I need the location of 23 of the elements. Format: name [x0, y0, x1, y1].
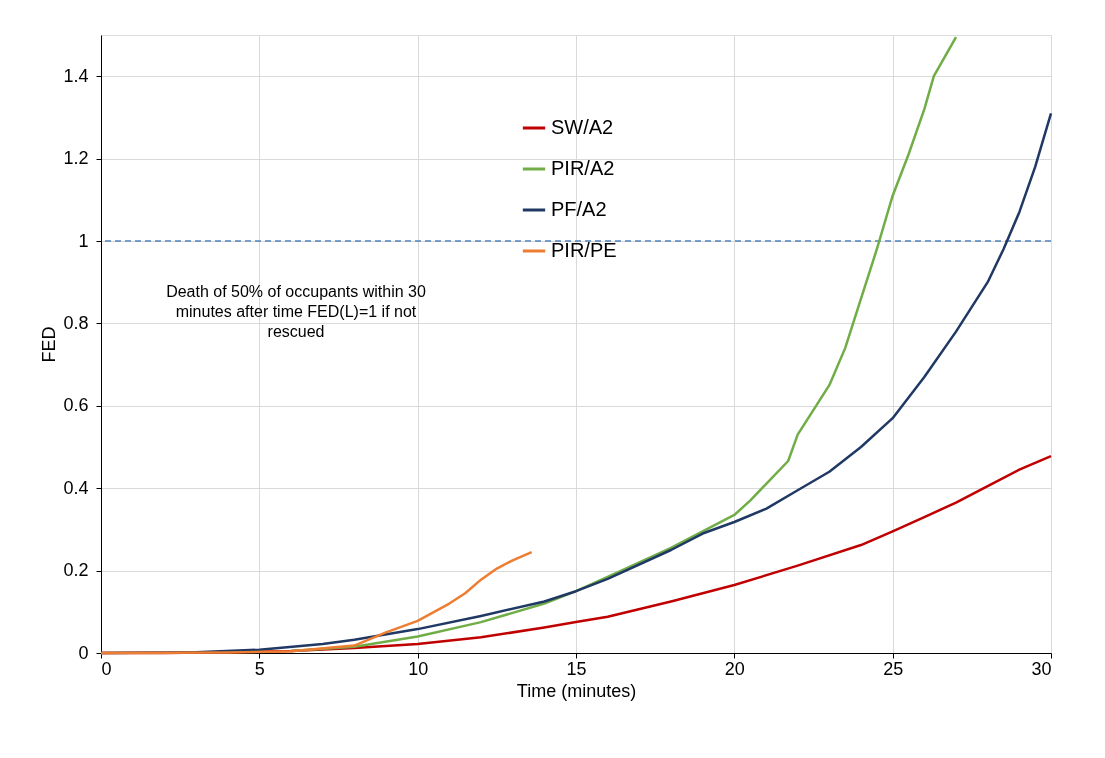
- x-tick-label: 10: [408, 658, 429, 679]
- x-tick-label: 5: [254, 658, 265, 679]
- x-axis-title: Time (minutes): [516, 680, 637, 701]
- x-tick-label: 20: [724, 658, 745, 679]
- legend-label: PF/A2: [551, 198, 607, 220]
- y-tick-label: 1: [78, 230, 89, 251]
- y-axis-title: FED: [39, 326, 60, 363]
- y-tick-label: 0.4: [63, 477, 89, 498]
- line-series: [99, 550, 533, 655]
- y-tick-label: 0.6: [63, 395, 89, 416]
- y-tick-label: 0.2: [63, 560, 89, 581]
- y-tick-label: 0: [78, 642, 89, 663]
- x-tick-label: 15: [566, 658, 587, 679]
- x-tick-label: 30: [1031, 658, 1052, 679]
- annotation: Death of 50% of occupants within 30 minutes after time FED(L)=1 if not rescued: [166, 283, 426, 340]
- y-tick-label: 1.4: [63, 65, 89, 86]
- legend-label: SW/A2: [551, 116, 614, 138]
- y-tick-label: 0.8: [63, 312, 89, 333]
- legend-label: PIR/PE: [551, 239, 617, 261]
- x-tick-label: 0: [101, 658, 112, 679]
- x-tick-label: 25: [883, 658, 904, 679]
- legend-label: PIR/A2: [551, 157, 615, 179]
- y-tick-label: 1.2: [63, 148, 89, 169]
